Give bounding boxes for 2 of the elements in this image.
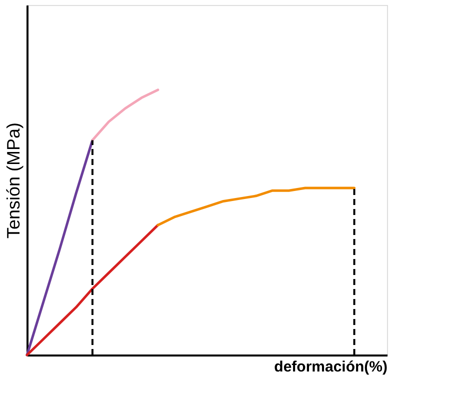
y-axis-title: Tensión (MPa): [4, 122, 24, 239]
x-axis-title: deformación(%): [274, 358, 388, 376]
